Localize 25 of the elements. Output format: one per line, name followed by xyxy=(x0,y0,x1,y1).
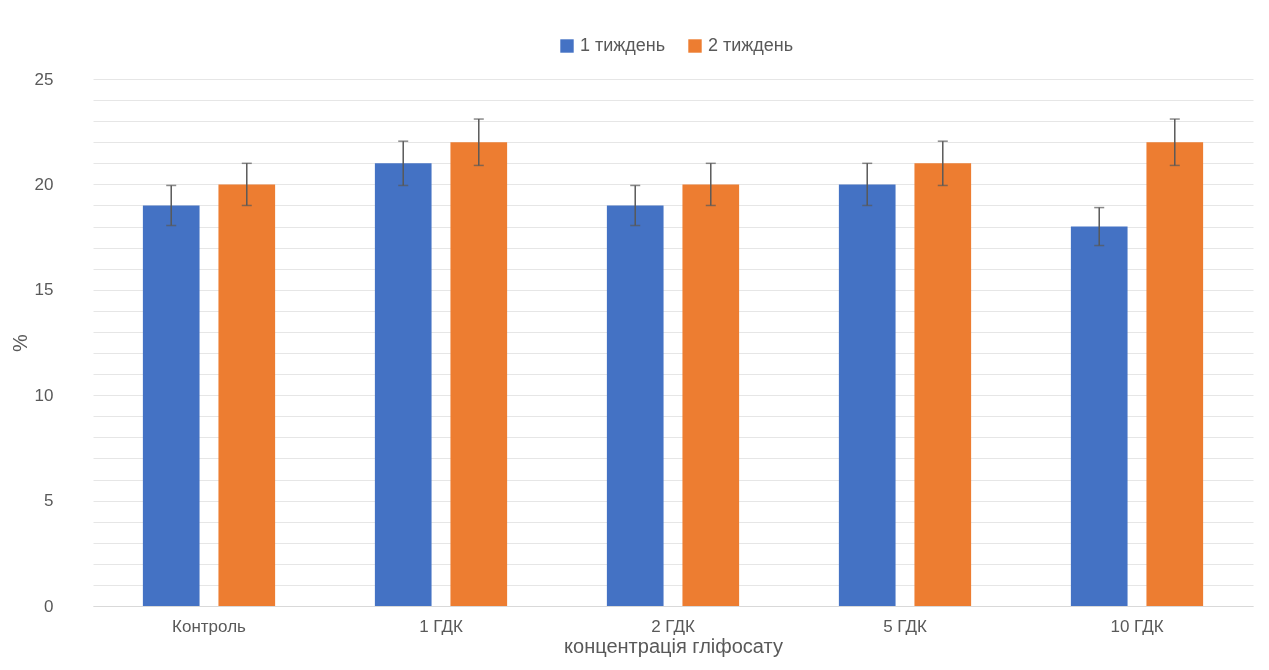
x-tick-label: 5 ГДК xyxy=(883,616,927,636)
y-tick-label: 25 xyxy=(34,69,54,89)
y-tick-label: 0 xyxy=(44,596,54,616)
y-tick-label: 10 xyxy=(34,385,54,405)
legend-label: 1 тиждень xyxy=(580,35,666,55)
bar xyxy=(914,163,972,606)
bar xyxy=(450,142,508,606)
bar xyxy=(838,184,896,606)
y-tick-label: 20 xyxy=(34,174,54,194)
bar xyxy=(1146,142,1204,606)
legend-label: 2 тиждень xyxy=(708,35,794,55)
bar xyxy=(218,184,276,606)
x-tick-label: 2 ГДК xyxy=(651,616,695,636)
bar xyxy=(682,184,740,606)
x-tick-label: 1 ГДК xyxy=(419,616,463,636)
y-axis-title: % xyxy=(8,333,31,352)
x-tick-label: 10 ГДК xyxy=(1110,616,1164,636)
bar xyxy=(142,205,200,606)
bar xyxy=(374,163,432,606)
x-tick-label: Контроль xyxy=(172,616,247,636)
y-tick-label: 15 xyxy=(34,280,54,300)
y-tick-label: 5 xyxy=(44,491,54,511)
bar xyxy=(606,205,664,606)
x-axis-title: концентрація гліфосату xyxy=(564,634,783,657)
bar xyxy=(1070,226,1128,606)
